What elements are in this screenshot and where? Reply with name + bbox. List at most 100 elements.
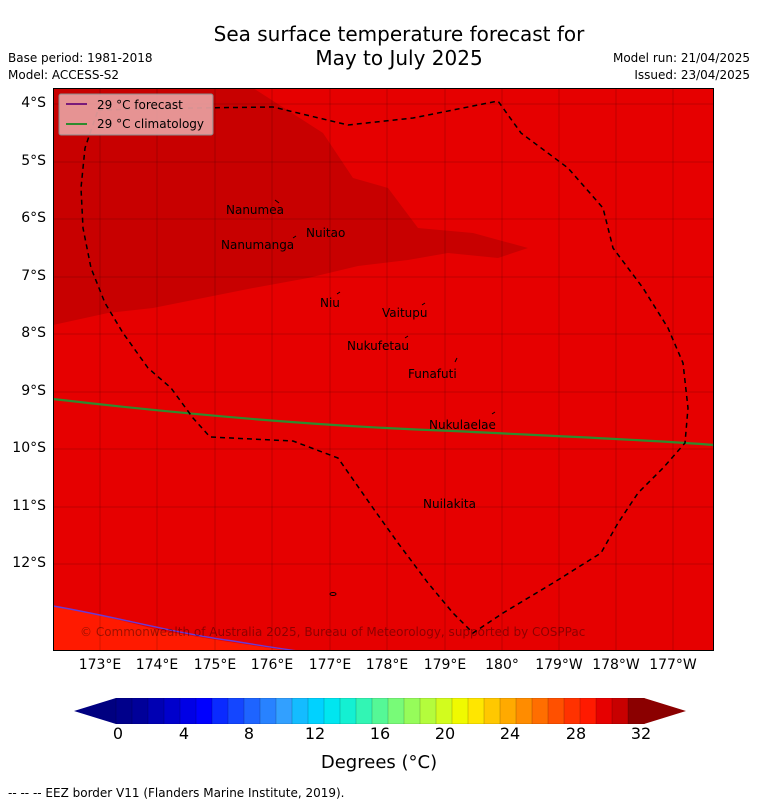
colorbar-segment <box>355 698 373 724</box>
colorbar-label-4: 4 <box>178 724 190 743</box>
island-markers <box>274 199 496 596</box>
issued-date: Issued: 23/04/2025 <box>634 68 750 82</box>
colorbar-segment <box>195 698 213 724</box>
colorbar-segment <box>595 698 613 724</box>
island-label-nuilakita: Nuilakita <box>423 497 476 511</box>
colorbar-segment <box>307 698 325 724</box>
colorbar-segment <box>147 698 165 724</box>
model-name: Model: ACCESS-S2 <box>8 68 120 82</box>
island-label-niu: Niu <box>320 296 340 310</box>
lon-tick-178w: 178°W <box>592 657 640 673</box>
island-marker-niu <box>336 291 341 295</box>
island-marker-small <box>329 592 337 596</box>
lat-tick-5s: 5°S <box>21 153 46 169</box>
gridlines <box>53 88 714 651</box>
colorbar-segment <box>547 698 565 724</box>
map-legend: 29 °C forecast 29 °C climatology <box>58 93 214 136</box>
island-marker-funafuti <box>454 357 458 363</box>
colorbar-label-32: 32 <box>630 724 652 743</box>
colorbar-segment <box>339 698 357 724</box>
colorbar-segment <box>483 698 501 724</box>
colorbar-segment <box>515 698 533 724</box>
island-label-funafuti: Funafuti <box>408 367 457 381</box>
colorbar-segment <box>371 698 389 724</box>
colorbar-label-28: 28 <box>565 724 587 743</box>
lat-tick-8s: 8°S <box>21 325 46 341</box>
colorbar-over-arrow <box>644 698 686 724</box>
lon-tick-176e: 176°E <box>250 657 294 673</box>
island-label-nanumanga: Nanumanga <box>221 238 294 252</box>
lon-tick-179w: 179°W <box>535 657 583 673</box>
lon-tick-173e: 173°E <box>78 657 122 673</box>
title-line-2: May to July 2025 <box>315 46 483 70</box>
island-label-nukulaelae: Nukulaelae <box>429 418 496 432</box>
colorbar-label-20: 20 <box>434 724 456 743</box>
lon-tick-180: 180° <box>485 657 519 673</box>
base-period: Base period: 1981-2018 <box>8 51 153 65</box>
colorbar-segment <box>419 698 437 724</box>
title-line-1: Sea surface temperature forecast for <box>213 22 585 46</box>
chart-title: Sea surface temperature forecast for May… <box>0 22 758 70</box>
colorbar-segment <box>627 698 645 724</box>
lon-tick-178e: 178°E <box>365 657 409 673</box>
island-label-vaitupu: Vaitupu <box>382 306 428 320</box>
colorbar-segment <box>211 698 229 724</box>
sst-region-28-29 <box>53 606 293 651</box>
copyright-note: © Commonwealth of Australia 2025, Bureau… <box>80 625 585 639</box>
lon-tick-177w: 177°W <box>649 657 697 673</box>
climatology-29-contour <box>53 397 714 447</box>
lon-tick-175e: 175°E <box>193 657 237 673</box>
colorbar-segment <box>451 698 469 724</box>
legend-forecast-label: 29 °C forecast <box>97 98 183 112</box>
colorbar-segment <box>291 698 309 724</box>
lon-tick-174e: 174°E <box>135 657 179 673</box>
colorbar-segment <box>531 698 549 724</box>
colorbar-label-12: 12 <box>304 724 326 743</box>
contour-28-line <box>53 605 299 651</box>
sst-region-above-30 <box>53 88 528 325</box>
eez-footnote: -- -- -- EEZ border V11 (Flanders Marine… <box>8 786 345 800</box>
island-label-nuitao: Nuitao <box>306 226 345 240</box>
colorbar-segment <box>579 698 597 724</box>
colorbar-title: Degrees (°C) <box>320 752 438 773</box>
lon-tick-179e: 179°E <box>423 657 467 673</box>
eez-border <box>80 100 689 634</box>
island-marker-nanumea <box>274 199 280 204</box>
island-marker-vaitupu <box>421 302 426 306</box>
legend-climatology-label: 29 °C climatology <box>97 117 204 131</box>
colorbar-under-arrow <box>74 698 116 724</box>
colorbar-label-16: 16 <box>369 724 391 743</box>
colorbar-label-24: 24 <box>499 724 521 743</box>
colorbar-segment <box>467 698 485 724</box>
colorbar-segment <box>275 698 293 724</box>
colorbar-segment <box>243 698 261 724</box>
colorbar-segment <box>323 698 341 724</box>
lat-tick-12s: 12°S <box>12 555 46 571</box>
lat-tick-10s: 10°S <box>12 440 46 456</box>
colorbar-label-0: 0 <box>112 724 124 743</box>
colorbar-segment <box>115 698 133 724</box>
colorbar-segment <box>387 698 405 724</box>
colorbar-segment <box>403 698 421 724</box>
island-marker-nukufetau <box>404 335 409 339</box>
colorbar-segment <box>563 698 581 724</box>
colorbar-segment <box>435 698 453 724</box>
island-marker-nuitao <box>292 235 297 239</box>
colorbar-segment <box>259 698 277 724</box>
island-label-nukufetau: Nukufetau <box>347 339 409 353</box>
lat-tick-9s: 9°S <box>21 383 46 399</box>
colorbar-label-8: 8 <box>243 724 255 743</box>
island-label-nanumea: Nanumea <box>226 203 284 217</box>
model-run: Model run: 21/04/2025 <box>612 51 750 65</box>
island-marker-nukulaelae <box>491 411 496 415</box>
lon-tick-177e: 177°E <box>308 657 352 673</box>
lat-tick-7s: 7°S <box>21 268 46 284</box>
sst-map: Nanumea Nuitao Nanumanga Niu Vaitupu Nuk… <box>53 88 714 651</box>
lat-tick-6s: 6°S <box>21 210 46 226</box>
colorbar-segment <box>611 698 629 724</box>
colorbar-segment <box>499 698 517 724</box>
meta-right: Model run: 21/04/2025 Issued: 23/04/2025 <box>613 50 750 84</box>
lat-tick-4s: 4°S <box>21 95 46 111</box>
lat-tick-11s: 11°S <box>12 498 46 514</box>
colorbar-segment <box>131 698 149 724</box>
